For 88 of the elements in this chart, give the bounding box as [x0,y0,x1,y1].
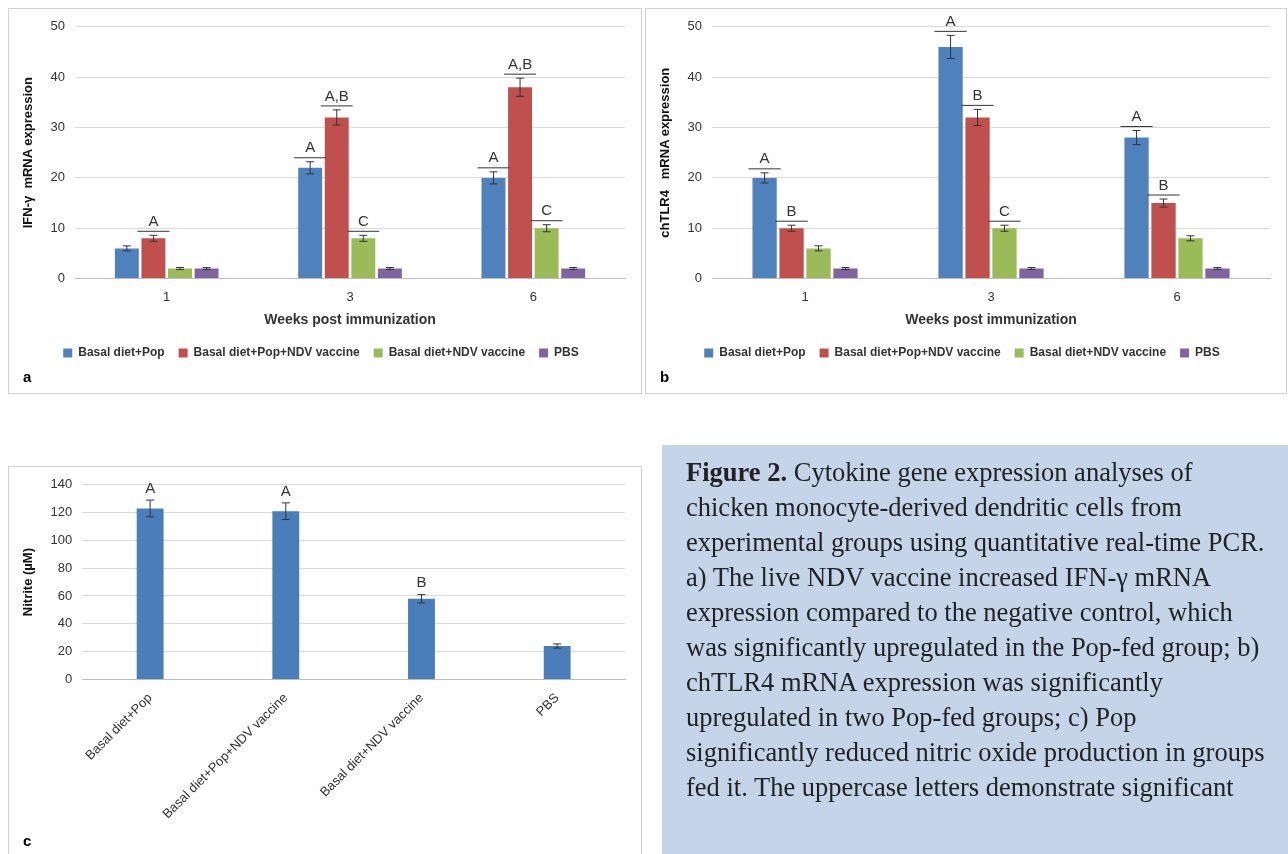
bar [938,46,963,279]
data-label: B [1158,175,1169,193]
y-tick-label: 40 [57,615,73,631]
data-label: C [999,201,1011,219]
bar [114,248,139,279]
data-label: A [145,478,156,496]
legend-label: Basal diet+NDV vaccine [1029,345,1167,360]
bar [141,238,166,279]
bar [806,248,831,279]
data-label: A,B [324,86,349,104]
y-tick-label: 20 [687,169,703,185]
y-tick-label: 140 [50,476,73,492]
data-label: A [945,12,956,29]
legend-label: Basal diet+Pop [719,345,806,360]
y-axis-title: IFN-γ mRNA expression [20,77,36,229]
x-tick-label: 3 [987,288,995,304]
bar [1205,268,1230,279]
text: c [23,832,32,849]
legend-label: Basal diet+NDV vaccine [388,345,526,360]
bar [543,646,571,679]
y-axis-title: chTLR4 mRNA expression [657,67,673,238]
x-tick-label: 1 [163,288,171,304]
bar [1178,238,1203,279]
bar [1019,268,1044,279]
bar [408,598,435,679]
data-label: C [541,201,553,219]
y-tick-label: 50 [50,18,66,34]
bar [481,177,506,279]
legend-label: PBS [1195,345,1220,360]
legend-label: Basal diet+Pop [78,345,165,360]
data-label: B [786,201,797,219]
bar [1151,203,1176,279]
data-label: A [305,138,316,156]
y-tick-label: 30 [50,119,66,135]
bar [561,268,586,279]
bar [194,268,219,279]
data-label: A [280,481,291,499]
x-tick-label: 1 [801,288,809,304]
text: Figure 2. [686,457,788,487]
data-label: B [972,86,983,104]
bar [992,228,1017,279]
bar [508,87,533,279]
data-label: A [148,211,159,229]
x-tick-label: 3 [346,288,354,304]
data-label: A,B [507,54,533,72]
x-tick-label: 6 [1173,288,1181,304]
y-tick-label: 0 [57,270,66,286]
bar [272,511,300,679]
bar [298,167,323,279]
y-tick-label: 20 [57,643,73,659]
y-tick-label: 30 [687,119,703,135]
y-tick-label: 0 [65,670,73,686]
bar [377,268,402,279]
y-tick-label: 100 [50,531,73,547]
bar [136,508,164,679]
legend-label: PBS [554,345,579,360]
y-tick-label: 40 [687,68,703,84]
legend-label: Basal diet+Pop+NDV vaccine [193,345,361,360]
bar [779,228,804,279]
y-tick-label: 20 [50,169,66,185]
bar [168,268,192,279]
bar [1124,137,1149,279]
y-axis-title: Nitrite (µM) [20,548,36,617]
y-tick-label: 80 [57,559,73,575]
x-tick-label: 6 [529,288,537,304]
y-tick-label: 60 [57,587,73,603]
bar [534,228,559,279]
data-label: A [759,149,770,167]
text: a [23,368,32,385]
y-tick-label: 10 [687,219,703,235]
legend-label: Basal diet+Pop+NDV vaccine [834,345,1002,360]
y-tick-label: 50 [687,18,703,34]
x-axis-title: Weeks post immunization [905,311,1077,328]
data-label: A [488,148,499,166]
data-label: A [1131,107,1142,125]
text: b [660,368,670,385]
x-axis-title: Weeks post immunization [264,311,436,328]
bar [965,117,990,279]
data-label: C [357,211,369,229]
y-tick-label: 40 [50,68,66,84]
y-tick-label: 10 [50,219,66,235]
y-tick-label: 0 [694,270,703,286]
bar [351,238,376,279]
bar [833,268,858,279]
data-label: B [416,573,427,591]
bar [752,177,777,279]
y-tick-label: 120 [50,504,73,520]
bar [324,117,349,279]
